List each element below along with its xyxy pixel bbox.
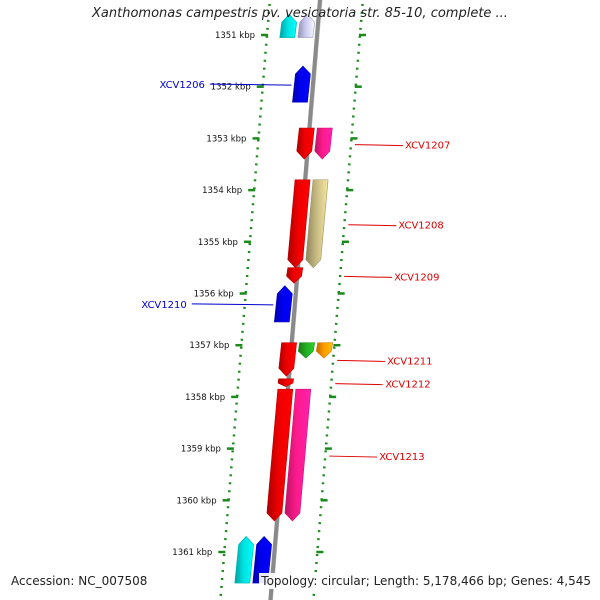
primary-feature-arrow[interactable] bbox=[297, 13, 316, 38]
gene-leader-line bbox=[329, 455, 378, 458]
tick-label: 1358 kbp bbox=[185, 393, 225, 403]
gene-leader-line bbox=[209, 83, 292, 86]
right-ruler-line bbox=[312, 0, 365, 600]
overlay-feature-arrow[interactable] bbox=[298, 342, 315, 359]
xcv1212-gene-arrow[interactable] bbox=[277, 378, 294, 387]
gene-leader-line bbox=[344, 275, 393, 278]
genes-count-value: 4,545 bbox=[556, 574, 591, 588]
tick-label: 1356 kbp bbox=[194, 290, 234, 300]
tick-label: 1357 kbp bbox=[189, 341, 229, 351]
gene-leader-line bbox=[354, 144, 403, 147]
gene-label-xcv1208[interactable]: XCV1208 bbox=[398, 221, 443, 232]
xcv1207-gene-arrow[interactable] bbox=[296, 127, 315, 160]
overlay-feature-arrow[interactable] bbox=[279, 13, 298, 38]
gene-label-xcv1211[interactable]: XCV1211 bbox=[387, 356, 432, 367]
genes-count-label: Genes: bbox=[510, 574, 553, 588]
xcv1211-gene-arrow[interactable] bbox=[278, 342, 297, 377]
gene-leader-line bbox=[191, 303, 274, 306]
tick-label: 1353 kbp bbox=[206, 134, 246, 144]
overlay-feature-arrow[interactable] bbox=[234, 536, 254, 584]
map-title: Xanthomonas campestris pv. vesicatoria s… bbox=[92, 6, 508, 21]
tick-label: 1359 kbp bbox=[181, 445, 221, 455]
length-value: 5,178,466 bp bbox=[422, 574, 503, 588]
overlay-feature-arrow[interactable] bbox=[314, 127, 333, 160]
gene-label-xcv1206[interactable]: XCV1206 bbox=[159, 80, 204, 91]
xcv1210-gene-arrow[interactable] bbox=[273, 285, 293, 323]
overlay-feature-arrow[interactable] bbox=[284, 388, 312, 522]
length-label: Length: bbox=[373, 574, 420, 588]
topology-value: circular bbox=[321, 574, 366, 588]
accession-footer: Accession: NC_007508 bbox=[9, 573, 150, 589]
gene-leader-line bbox=[337, 359, 386, 362]
gene-label-xcv1212[interactable]: XCV1212 bbox=[385, 380, 430, 391]
xcv1206-gene-arrow[interactable] bbox=[292, 65, 311, 103]
topology-label: Topology: bbox=[261, 574, 318, 588]
gene-leader-line bbox=[348, 224, 397, 227]
xcv1209-gene-arrow[interactable] bbox=[286, 267, 304, 284]
xcv1208-gene-arrow[interactable] bbox=[287, 179, 311, 269]
tick-label: 1355 kbp bbox=[198, 238, 238, 248]
tick-label: 1352 kbp bbox=[211, 83, 251, 93]
gene-label-xcv1207[interactable]: XCV1207 bbox=[405, 141, 450, 152]
sequence-summary-footer: Topology: circular; Length: 5,178,466 bp… bbox=[259, 573, 593, 589]
accession-label: Accession: bbox=[11, 574, 75, 588]
left-ruler-line bbox=[219, 0, 272, 600]
gene-label-xcv1209[interactable]: XCV1209 bbox=[394, 272, 439, 283]
overlay-feature-arrow[interactable] bbox=[316, 342, 333, 359]
gene-label-xcv1210[interactable]: XCV1210 bbox=[141, 300, 186, 311]
overlay-feature-arrow[interactable] bbox=[305, 179, 329, 269]
gene-leader-line bbox=[335, 383, 384, 386]
tick-label: 1354 kbp bbox=[202, 186, 242, 196]
accession-value: NC_007508 bbox=[78, 574, 148, 588]
gene-label-xcv1213[interactable]: XCV1213 bbox=[379, 452, 424, 463]
xcv1213-gene-arrow[interactable] bbox=[266, 388, 294, 522]
tick-label: 1351 kbp bbox=[215, 31, 255, 41]
tick-label: 1360 kbp bbox=[177, 496, 217, 506]
tick-label: 1361 kbp bbox=[172, 548, 212, 558]
